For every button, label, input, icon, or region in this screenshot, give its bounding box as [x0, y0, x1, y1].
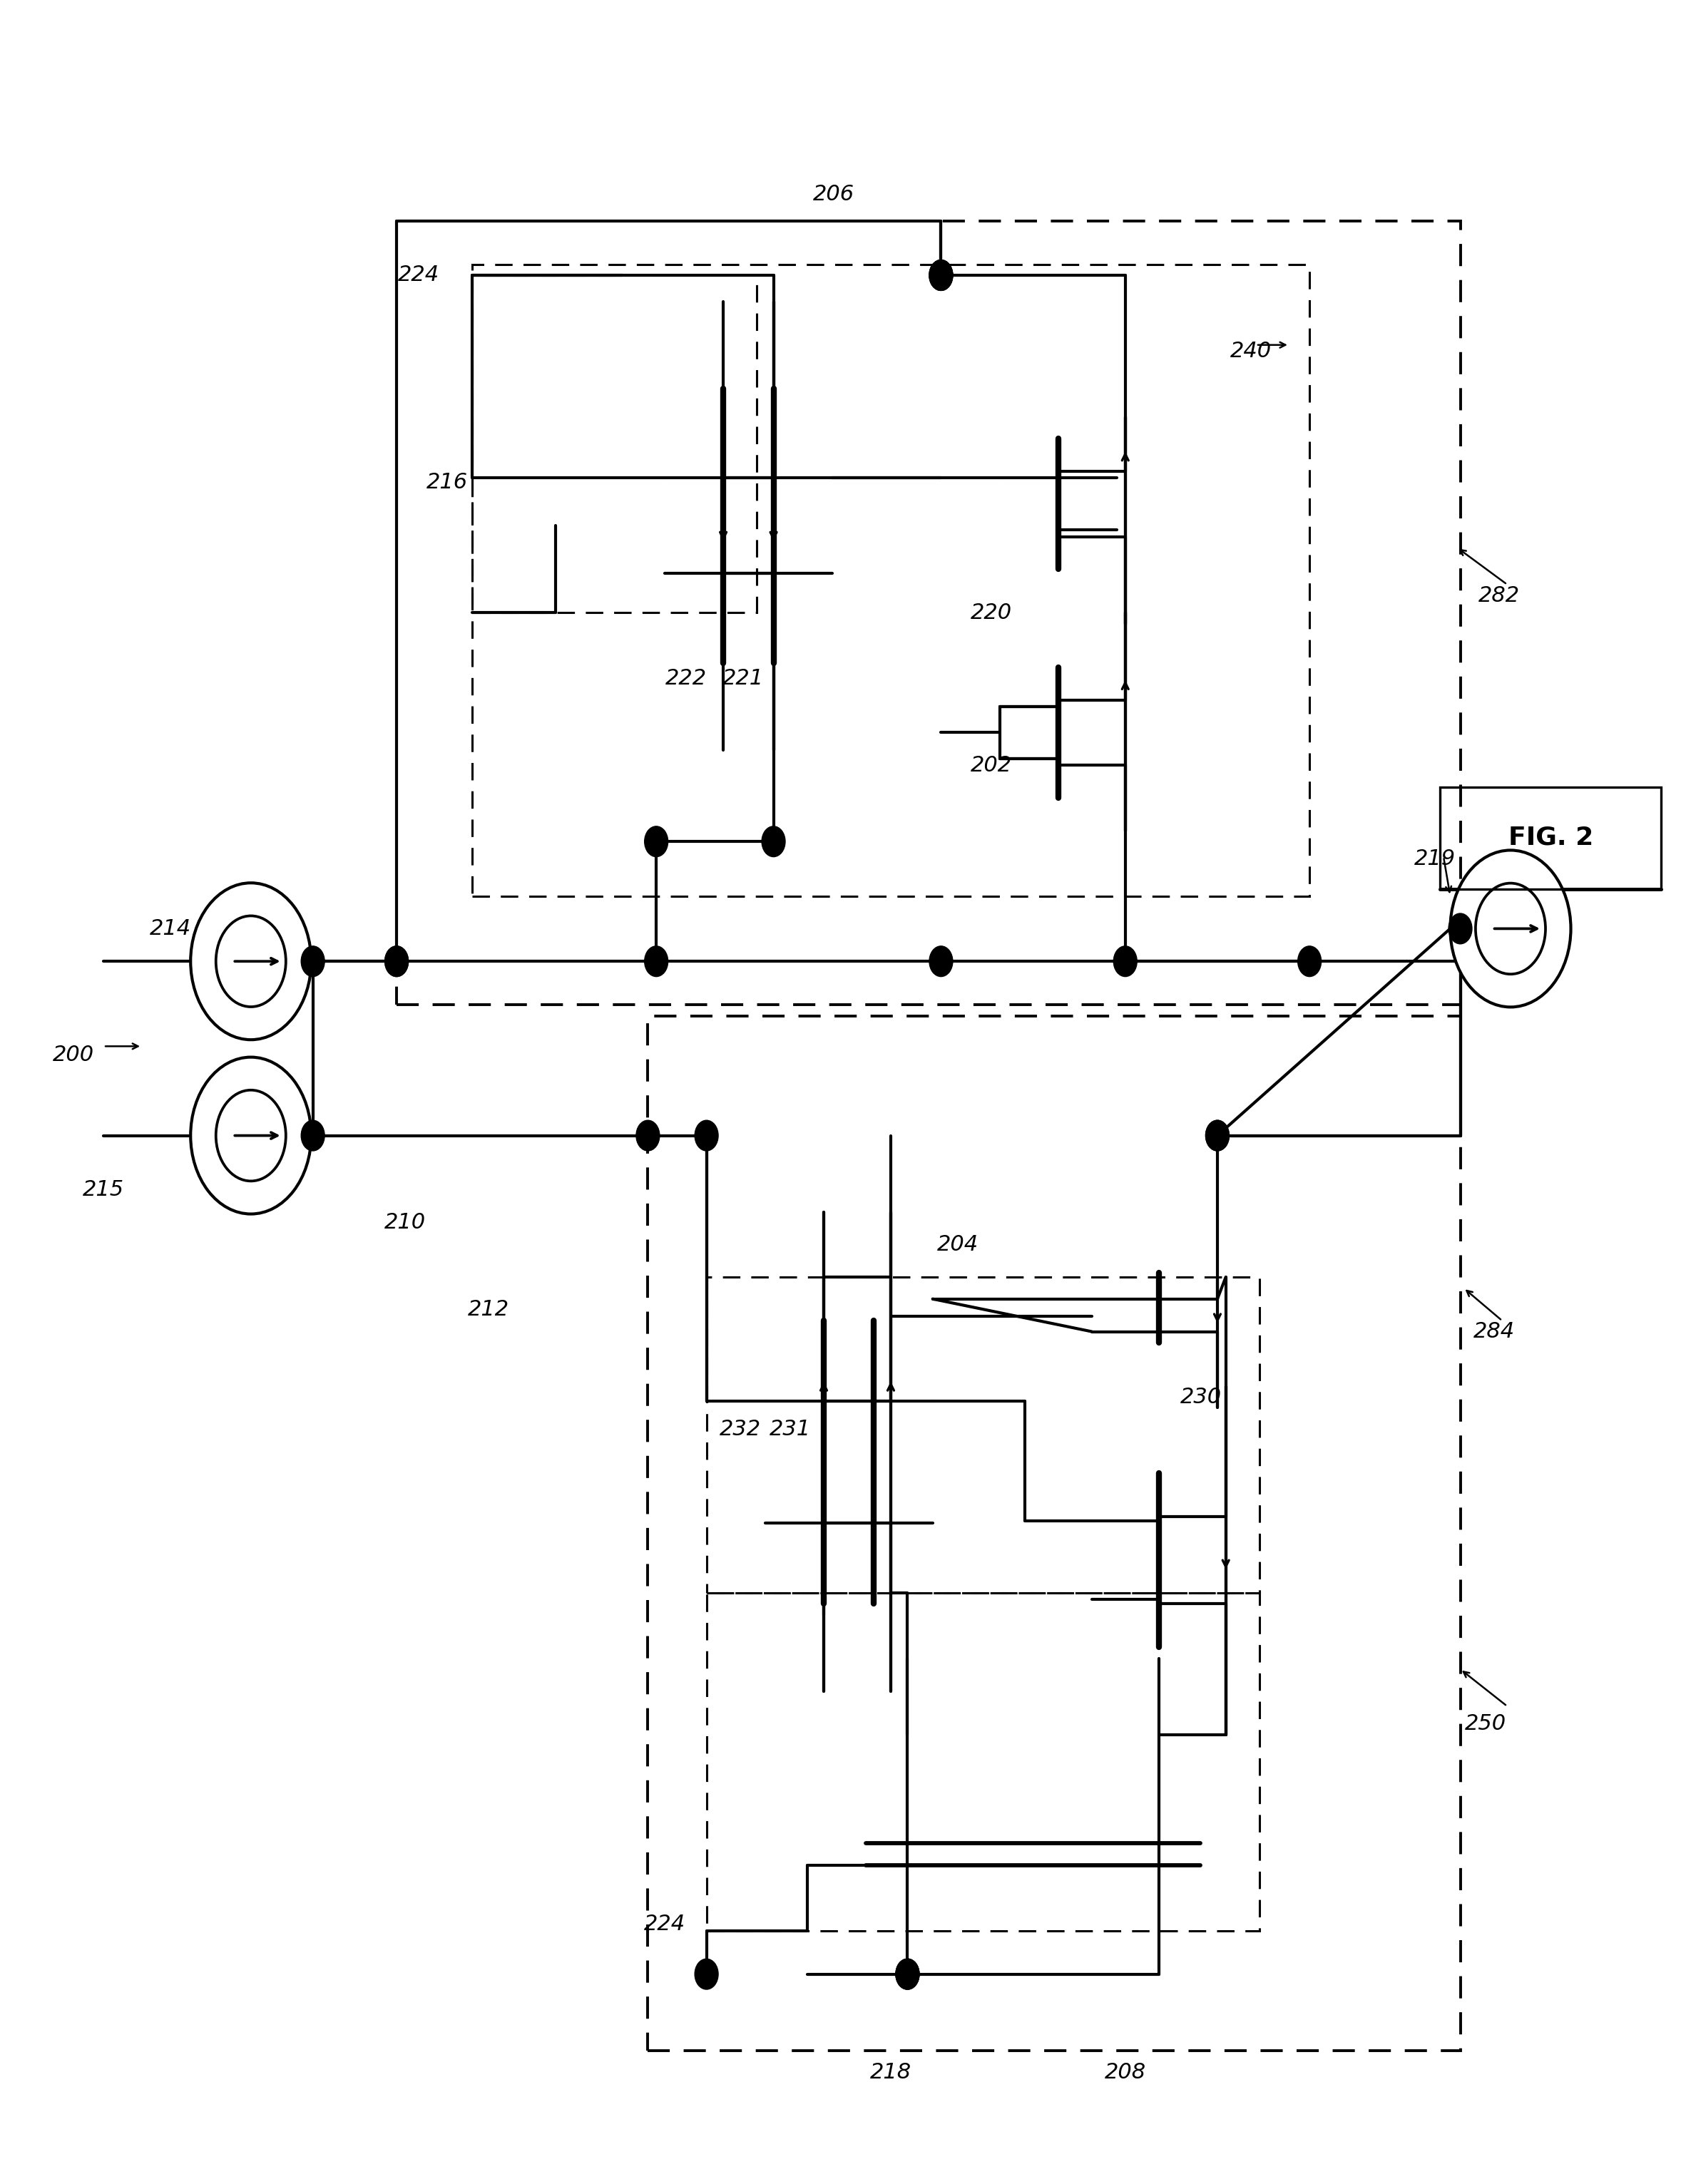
Bar — [1441, 786, 1661, 889]
Text: 250: 250 — [1464, 1712, 1506, 1734]
Text: 210: 210 — [385, 1212, 425, 1234]
Text: 215: 215 — [82, 1179, 124, 1201]
Text: 212: 212 — [467, 1299, 509, 1319]
Text: 219: 219 — [1414, 850, 1456, 869]
Circle shape — [385, 946, 408, 976]
Text: 200: 200 — [52, 1044, 94, 1066]
Bar — [472, 275, 756, 614]
Bar — [706, 1278, 1259, 1592]
Circle shape — [644, 946, 667, 976]
Circle shape — [761, 826, 785, 856]
Text: 232: 232 — [719, 1420, 761, 1439]
Circle shape — [301, 946, 324, 976]
Bar — [647, 1016, 1461, 2051]
Text: 208: 208 — [1104, 2062, 1146, 2084]
Circle shape — [1113, 946, 1136, 976]
Circle shape — [896, 1959, 920, 1990]
Text: 284: 284 — [1473, 1321, 1515, 1341]
Circle shape — [930, 260, 953, 290]
Circle shape — [1205, 1120, 1229, 1151]
Circle shape — [1205, 1120, 1229, 1151]
Circle shape — [1449, 913, 1473, 943]
Circle shape — [385, 946, 408, 976]
Text: 224: 224 — [398, 264, 439, 286]
Circle shape — [930, 260, 953, 290]
Text: 222: 222 — [666, 668, 708, 688]
Circle shape — [635, 1120, 659, 1151]
Text: 206: 206 — [814, 183, 854, 205]
Bar — [397, 221, 1461, 1005]
Circle shape — [1298, 946, 1321, 976]
Text: 202: 202 — [970, 756, 1012, 775]
Text: 240: 240 — [1230, 341, 1271, 363]
Text: 214: 214 — [150, 917, 192, 939]
Text: 204: 204 — [936, 1234, 978, 1256]
Circle shape — [930, 260, 953, 290]
Text: 230: 230 — [1180, 1387, 1222, 1406]
Text: 231: 231 — [770, 1420, 810, 1439]
Circle shape — [694, 1120, 718, 1151]
Circle shape — [190, 882, 311, 1040]
Bar — [706, 1592, 1259, 1931]
Circle shape — [644, 826, 667, 856]
Text: 216: 216 — [427, 472, 467, 491]
Circle shape — [694, 1959, 718, 1990]
Circle shape — [1451, 850, 1570, 1007]
Text: 282: 282 — [1478, 585, 1520, 605]
Text: 224: 224 — [644, 1913, 686, 1935]
Circle shape — [896, 1959, 920, 1990]
Text: FIG. 2: FIG. 2 — [1508, 826, 1594, 850]
Circle shape — [896, 1959, 920, 1990]
Text: 218: 218 — [871, 2062, 911, 2084]
Circle shape — [930, 946, 953, 976]
Bar — [472, 264, 1309, 895]
Circle shape — [190, 1057, 311, 1214]
Circle shape — [301, 1120, 324, 1151]
Text: 221: 221 — [723, 668, 765, 688]
Text: 220: 220 — [970, 603, 1012, 622]
